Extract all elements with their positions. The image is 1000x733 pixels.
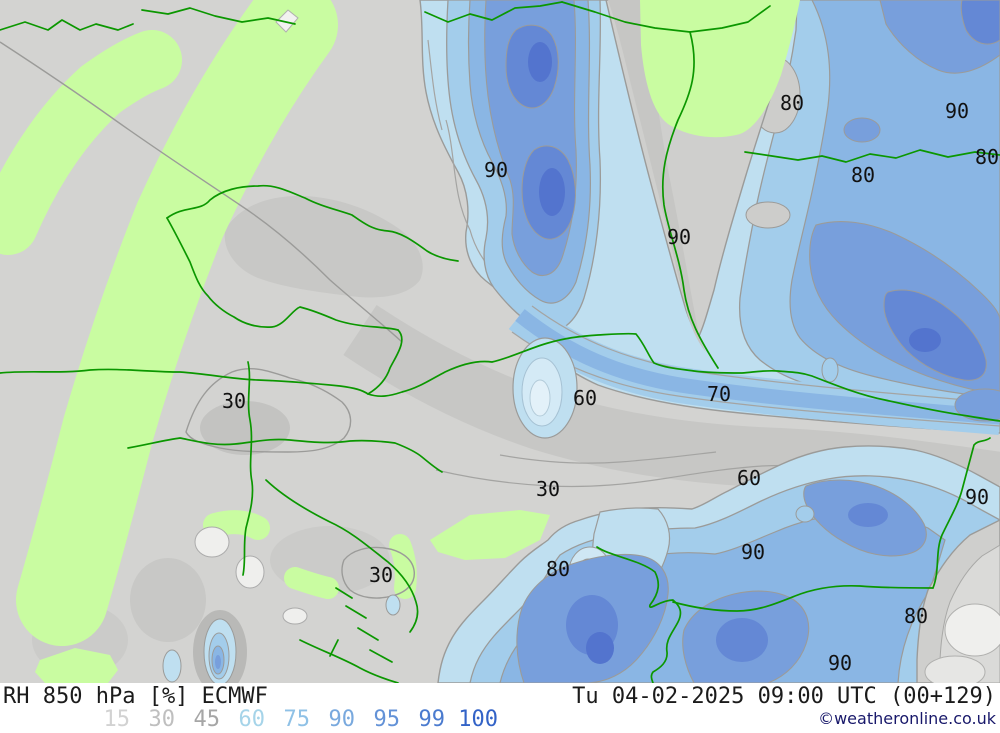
contour-label: 80 (546, 557, 570, 581)
contour-label: 60 (573, 386, 597, 410)
scale-value: 75 (283, 707, 311, 732)
map-area: 80 90 80 80 90 90 30 60 70 30 60 90 90 80 30 80 90 (0, 0, 1000, 683)
scale-value: 60 (238, 707, 266, 732)
isolated-blue-blob-center (512, 337, 578, 439)
contour-label: 80 (780, 91, 804, 115)
contour-label: 90 (484, 158, 508, 182)
contour-label: 90 (667, 225, 691, 249)
dry-wedge-top (605, 0, 800, 352)
contour-label: 90 (965, 485, 989, 509)
scale-value: 30 (148, 707, 176, 732)
map-title: RH 850 hPa [%] ECMWF (3, 684, 268, 709)
contour-label: 30 (222, 389, 246, 413)
scale-value: 99 (418, 707, 446, 732)
color-scale: 15 30 45 60 75 90 95 99 100 (85, 707, 499, 732)
isolated-blue-blobs-left (162, 357, 839, 683)
country-borders (0, 1, 1000, 683)
dry-green-patches (0, 0, 550, 683)
humidity-mass-south (437, 445, 1000, 683)
contour-label: 90 (828, 651, 852, 675)
contour-label: 60 (737, 466, 761, 490)
contour-label: 80 (851, 163, 875, 187)
copyright-text: ©weatheronline.co.uk (818, 709, 996, 728)
valid-datetime: Tu 04-02-2025 09:00 UTC (00+129) (572, 684, 996, 709)
contour-label: 30 (536, 477, 560, 501)
footer-bar: RH 850 hPa [%] ECMWF 15 30 45 60 75 90 95 99 100… (0, 683, 1000, 733)
humidity-mass-north (419, 0, 1000, 435)
contour-label: 80 (904, 604, 928, 628)
contour-label: 30 (369, 563, 393, 587)
scale-value: 45 (193, 707, 221, 732)
scale-value: 15 (103, 707, 131, 732)
contour-label: 70 (707, 382, 731, 406)
contour-label: 90 (741, 540, 765, 564)
scale-value: 90 (328, 707, 356, 732)
dry-corner-southeast (916, 519, 1000, 683)
contour-label: 80 (975, 145, 999, 169)
scale-value: 100 (458, 707, 498, 732)
contour-label: 90 (945, 99, 969, 123)
scale-value: 95 (373, 707, 401, 732)
